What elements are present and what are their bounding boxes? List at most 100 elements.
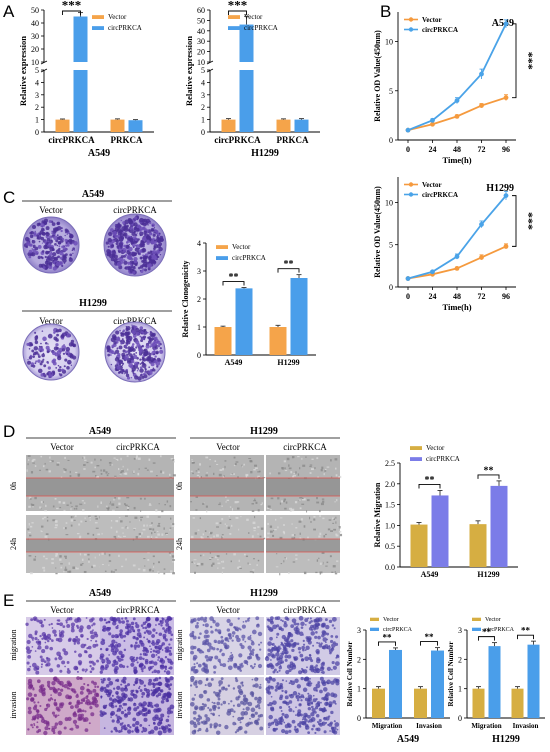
stained-cell xyxy=(227,684,231,687)
cell-texture xyxy=(59,558,62,561)
cell-texture xyxy=(283,560,285,563)
stained-cell xyxy=(120,710,125,715)
stained-cell xyxy=(221,652,225,657)
stained-cell xyxy=(204,684,207,687)
stained-cell xyxy=(306,666,308,669)
colony-dot xyxy=(152,367,155,370)
stained-cell xyxy=(281,620,284,623)
cell-texture xyxy=(46,519,49,522)
stained-cell xyxy=(332,665,338,670)
stained-cell xyxy=(273,646,278,651)
colony-dot xyxy=(139,368,144,373)
stained-cell xyxy=(92,700,95,703)
colony-dot xyxy=(34,331,37,334)
stained-cell xyxy=(53,678,57,682)
cell-texture xyxy=(235,461,239,463)
wound-gap xyxy=(190,539,264,552)
stained-cell xyxy=(219,663,223,667)
stained-cell xyxy=(63,650,69,656)
stained-cell xyxy=(99,670,103,674)
stained-cell xyxy=(317,681,321,684)
stained-cell xyxy=(241,684,244,687)
legend-marker-0 xyxy=(408,17,414,22)
colony-dot xyxy=(34,362,37,365)
stained-cell xyxy=(246,619,250,622)
legend-label-0: Vector xyxy=(232,243,251,251)
stained-cell xyxy=(227,660,230,663)
cell-texture xyxy=(246,518,249,521)
colony-dot xyxy=(61,245,65,249)
cell-texture xyxy=(221,505,223,507)
stained-cell xyxy=(140,667,144,671)
stained-cell xyxy=(158,676,162,680)
stained-cell xyxy=(267,652,272,657)
colony-dot xyxy=(138,347,144,353)
stained-cell xyxy=(203,689,208,695)
colony-dot xyxy=(132,372,135,375)
stained-cell xyxy=(279,647,282,650)
stained-cell xyxy=(51,639,54,642)
cell-texture xyxy=(321,498,325,500)
stained-cell xyxy=(305,645,310,651)
colony-dot xyxy=(34,338,38,341)
colony-dot xyxy=(35,251,38,254)
stained-cell xyxy=(197,617,201,622)
stained-cell xyxy=(153,708,158,713)
cell-texture xyxy=(45,504,47,508)
cell-texture xyxy=(83,502,86,504)
cell-texture xyxy=(222,535,224,537)
axis-break xyxy=(206,60,214,65)
stained-cell xyxy=(270,616,274,620)
cell-texture xyxy=(200,476,202,478)
colony-dot xyxy=(73,241,78,246)
data-point-circprkca xyxy=(479,71,484,77)
cell-texture xyxy=(51,558,54,561)
cell-texture xyxy=(227,526,230,530)
legend-label-0: Vector xyxy=(422,16,442,24)
cell-texture xyxy=(191,461,194,463)
cell-texture xyxy=(83,464,86,466)
cell-texture xyxy=(83,570,87,573)
stained-cell xyxy=(199,632,202,635)
cell-texture xyxy=(126,526,129,529)
stained-cell xyxy=(27,692,33,697)
stained-cell xyxy=(40,665,43,668)
cell-texture xyxy=(230,473,233,475)
stained-cell xyxy=(107,692,112,696)
cell-texture xyxy=(237,476,239,479)
colony-dot xyxy=(42,266,46,270)
stained-cell xyxy=(284,713,289,719)
stained-cell xyxy=(194,730,197,733)
stained-cell xyxy=(59,622,64,627)
colony-dot xyxy=(46,266,49,269)
cell-texture xyxy=(322,562,324,564)
bar-circprkca-a549 xyxy=(431,495,449,567)
cell-texture xyxy=(171,523,175,525)
stained-cell xyxy=(288,729,292,733)
stained-cell xyxy=(162,729,167,734)
stained-cell xyxy=(269,649,273,653)
colony-dot xyxy=(137,252,140,255)
cell-texture xyxy=(225,553,228,555)
cell-texture xyxy=(316,559,319,562)
stained-cell xyxy=(153,704,156,707)
stained-cell xyxy=(190,668,194,672)
colony-dot xyxy=(34,246,39,251)
cell-texture xyxy=(310,520,312,523)
colony-dot xyxy=(145,344,150,349)
cell-texture xyxy=(70,501,72,505)
stained-cell xyxy=(213,691,216,694)
stained-cell xyxy=(116,685,121,691)
stained-cell xyxy=(227,665,233,671)
colony-dot xyxy=(67,354,70,357)
stained-cell xyxy=(276,671,279,674)
colony-dot xyxy=(143,268,148,272)
stained-cell xyxy=(124,709,127,712)
cell-texture xyxy=(205,456,209,459)
stained-cell xyxy=(70,628,75,633)
cell-texture xyxy=(281,500,283,503)
cell-texture xyxy=(217,559,219,561)
stained-cell xyxy=(96,659,100,663)
header-vector: Vector xyxy=(50,442,74,452)
cell-texture xyxy=(65,522,68,524)
